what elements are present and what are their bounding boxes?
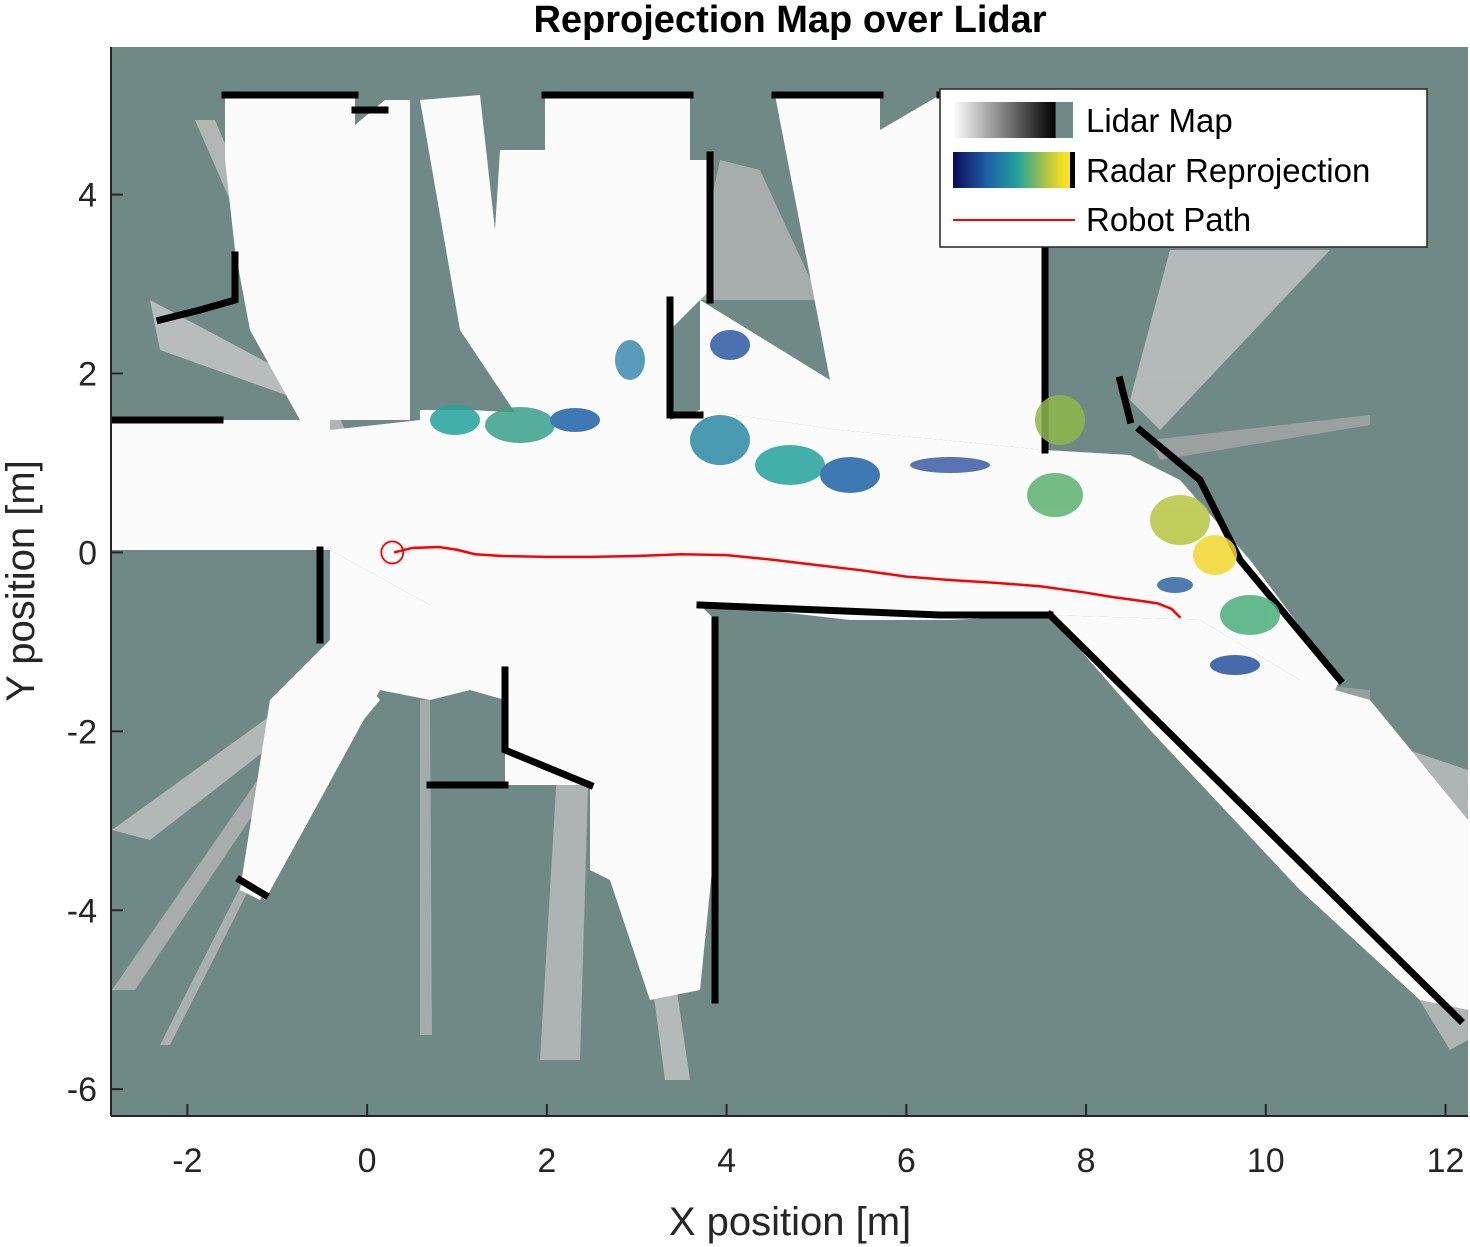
- free-space-region: [420, 95, 710, 420]
- y-tick-label: 2: [78, 356, 97, 394]
- wall-segment: [1115, 375, 1135, 425]
- y-tick-label: -2: [67, 713, 97, 751]
- radar-blob: [1210, 655, 1260, 675]
- radar-blob: [1150, 495, 1210, 545]
- radar-blob: [615, 340, 645, 380]
- radar-blob: [1193, 535, 1237, 575]
- radar-blob: [1035, 395, 1085, 445]
- wall-segment: [666, 296, 704, 419]
- radar-blob: [1157, 577, 1193, 593]
- y-tick-label: 0: [78, 534, 97, 572]
- lidar-ray-streak: [540, 720, 590, 1060]
- y-axis-label: Y position [m]: [0, 460, 43, 702]
- legend: Lidar Map Radar Reprojection Robot Path: [939, 88, 1428, 248]
- y-tick-label: 4: [78, 177, 97, 215]
- lidar-ray-streak: [1150, 415, 1370, 460]
- legend-label-radar-reprojection: Radar Reprojection: [1086, 152, 1370, 189]
- legend-swatch-lidar-map: [953, 102, 1073, 138]
- radar-blob: [910, 457, 990, 473]
- radar-reprojection: [430, 330, 1280, 675]
- legend-swatch-radar-reprojection: [953, 152, 1071, 188]
- y-tick-label: -6: [67, 1071, 97, 1109]
- radar-blob: [430, 405, 480, 435]
- lidar-ray-streak: [1130, 250, 1330, 430]
- radar-blob: [550, 408, 600, 432]
- legend-label-robot-path: Robot Path: [1086, 201, 1251, 238]
- x-tick-label: 10: [1247, 1142, 1285, 1180]
- wall-segment: [235, 875, 270, 900]
- y-tick-label: -4: [67, 892, 97, 930]
- legend-label-lidar-map: Lidar Map: [1086, 102, 1233, 139]
- wall-segment: [1045, 610, 1465, 1025]
- free-space-region: [240, 640, 380, 900]
- x-ticks: -2 0 2 4 6 8 10 12: [172, 1104, 1464, 1180]
- radar-blob: [690, 415, 750, 465]
- x-tick-label: 8: [1077, 1142, 1096, 1180]
- robot-path-line: [393, 545, 1182, 619]
- radar-blob: [485, 407, 555, 443]
- radar-blob: [710, 330, 750, 360]
- legend-swatch-radar-edge: [1070, 152, 1075, 188]
- wall-segment: [501, 666, 595, 790]
- x-tick-label: -2: [172, 1142, 202, 1180]
- wall-segment: [696, 601, 1054, 619]
- robot-start-marker: [380, 540, 405, 565]
- free-space-region: [245, 550, 715, 1000]
- x-tick-label: 2: [537, 1142, 556, 1180]
- y-ticks: -6 -4 -2 0 2 4: [67, 177, 123, 1109]
- free-space-region: [225, 95, 410, 420]
- x-tick-label: 6: [897, 1142, 916, 1180]
- radar-blob: [1027, 473, 1083, 517]
- x-tick-label: 0: [358, 1142, 377, 1180]
- wall-segment: [155, 251, 239, 325]
- x-tick-label: 4: [717, 1142, 736, 1180]
- axes: [110, 47, 1468, 1117]
- x-tick-label: 12: [1427, 1142, 1465, 1180]
- lidar-ray-streak: [690, 160, 820, 300]
- chart-title: Reprojection Map over Lidar: [533, 0, 1046, 41]
- lidar-walls: [111, 91, 1465, 1025]
- x-axis-label: X position [m]: [669, 1200, 911, 1244]
- wall-segment: [1135, 425, 1345, 685]
- radar-blob: [755, 445, 825, 485]
- radar-blob: [1220, 595, 1280, 635]
- lidar-ray-streak: [420, 700, 432, 1035]
- radar-blob: [820, 457, 880, 493]
- lidar-ray-streak: [150, 300, 300, 400]
